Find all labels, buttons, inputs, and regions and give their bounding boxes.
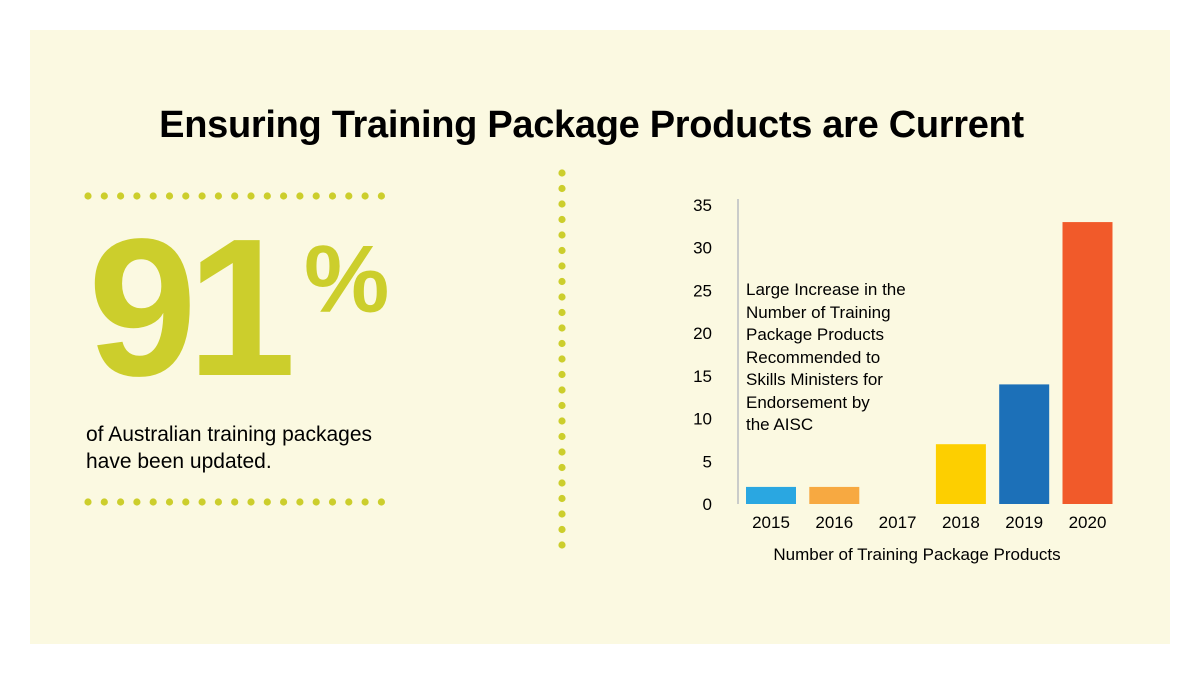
y-tick-label: 15: [693, 367, 712, 386]
x-axis-label: Number of Training Package Products: [773, 545, 1060, 564]
y-tick-label: 25: [693, 281, 712, 300]
annotation-line: Recommended to: [746, 347, 881, 367]
bar-2019: [999, 384, 1050, 504]
x-tick-label: 2015: [752, 513, 790, 532]
x-tick-label: 2020: [1069, 513, 1107, 532]
bar-2020: [1062, 222, 1113, 505]
x-tick-label: 2016: [815, 513, 853, 532]
chart-annotation: Large Increase in the Number of Training P…: [746, 279, 936, 437]
annotation-line: the AISC: [746, 415, 814, 434]
y-tick-label: 0: [703, 495, 712, 514]
annotation-line: Large Increase in the: [746, 280, 906, 299]
x-tick-label: 2017: [879, 513, 917, 532]
bar-2018: [935, 444, 986, 504]
big-stat: 91 %: [88, 210, 408, 406]
stat-description: of Australian training packages have bee…: [86, 421, 406, 475]
x-tick-label: 2018: [942, 513, 980, 532]
bar-2015: [746, 486, 796, 504]
annotation-line: Number of Training: [746, 302, 891, 322]
stat-description-line-1: of Australian training packages: [86, 423, 373, 446]
bar-2016: [809, 486, 860, 504]
annotation-line: Endorsement by: [746, 392, 870, 412]
annotation-line: Skills Ministers for: [746, 370, 883, 389]
stat-number: 91: [88, 198, 296, 417]
y-tick-label: 5: [703, 452, 712, 471]
stat-description-line-2: have been updated.: [86, 450, 272, 473]
stat-percent-symbol: %: [304, 226, 390, 333]
y-tick-label: 30: [693, 239, 712, 258]
x-tick-label: 2019: [1005, 513, 1043, 532]
page-title: Ensuring Training Package Products are C…: [159, 104, 1024, 146]
annotation-line: Package Products: [746, 325, 884, 344]
background-panel: [30, 30, 1170, 644]
y-tick-label: 35: [693, 196, 712, 215]
y-tick-label: 10: [693, 410, 712, 429]
y-tick-label: 20: [693, 324, 712, 343]
